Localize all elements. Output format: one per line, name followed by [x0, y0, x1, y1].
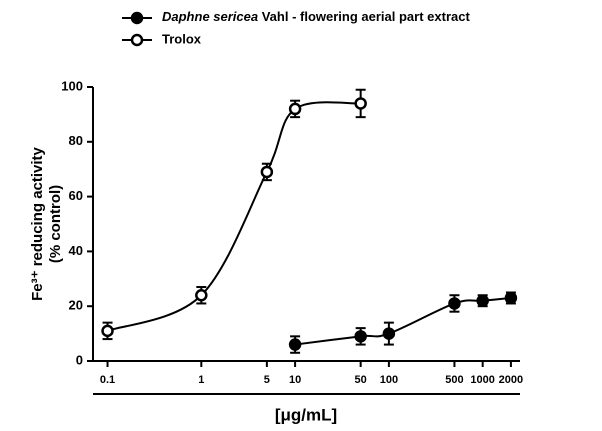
legend-marker: [130, 33, 144, 47]
x-tick-label: 1: [198, 374, 204, 386]
y-tick-label: 20: [69, 298, 83, 313]
x-tick-label: 500: [445, 374, 463, 386]
y-axis-label: (% control): [47, 185, 64, 263]
x-tick-label: 10: [289, 374, 301, 386]
point: [195, 288, 208, 302]
x-tick-label: 2000: [499, 374, 523, 386]
x-tick-label: 5: [264, 374, 270, 386]
point: [448, 297, 461, 310]
y-axis-label: Fe³⁺ reducing activity: [29, 146, 46, 300]
x-tick-label: 0.1: [100, 374, 115, 386]
point: [504, 291, 518, 305]
point: [354, 97, 367, 110]
legend-marker: [130, 11, 144, 25]
point: [354, 330, 367, 343]
point: [476, 294, 489, 307]
x-tick-label: 50: [355, 374, 367, 386]
x-tick-label: 100: [380, 374, 398, 386]
legend-label-italic: Daphne sericea: [162, 9, 258, 24]
point: [288, 338, 302, 351]
x-tick-label: 1000: [470, 374, 494, 386]
y-tick-label: 100: [61, 78, 83, 93]
y-tick-label: 40: [69, 243, 83, 258]
y-tick-label: 60: [69, 188, 83, 203]
y-tick-label: 80: [69, 133, 83, 148]
legend-label: Trolox: [162, 31, 202, 46]
point: [288, 102, 302, 116]
point: [260, 165, 274, 179]
fit-curve: [107, 101, 361, 332]
point: [382, 327, 396, 340]
y-tick-label: 0: [76, 352, 83, 367]
x-axis-label: [μg/mL]: [275, 405, 337, 424]
point: [101, 324, 114, 338]
legend-label: Daphne sericea Vahl - flowering aerial p…: [162, 9, 470, 24]
legend-label-rest: Vahl - flowering aerial part extract: [258, 9, 470, 24]
